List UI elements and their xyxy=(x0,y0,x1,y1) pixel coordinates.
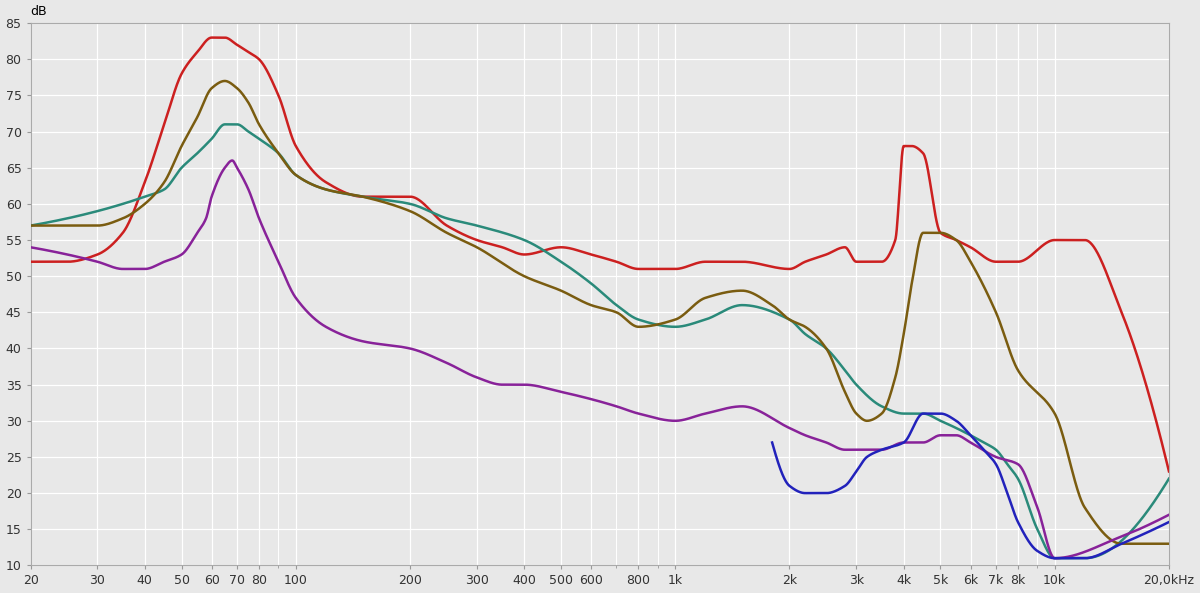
Text: dB: dB xyxy=(30,5,47,18)
